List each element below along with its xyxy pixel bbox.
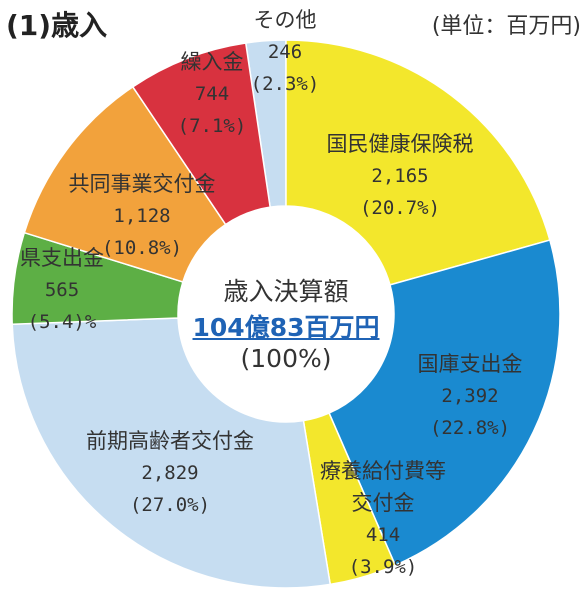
value-label: 744 xyxy=(194,83,230,105)
percent-label: (22.8%) xyxy=(429,417,511,439)
category-label: 療養給付費等交付金 xyxy=(320,459,446,515)
chart-title: (1)歳入 xyxy=(6,9,108,42)
value-label: 2,165 xyxy=(371,165,429,187)
value-label: 2,392 xyxy=(441,385,499,407)
percent-label: (3.9%) xyxy=(348,556,418,578)
center-total: 104億83百万円 xyxy=(192,313,380,342)
segment-label: 国庫支出金 2,392 (22.8%) xyxy=(370,348,570,444)
category-label: 国庫支出金 xyxy=(417,352,523,376)
percent-label: (7.1%) xyxy=(177,115,247,137)
donut-segment xyxy=(328,239,561,567)
category-label: 県支出金 xyxy=(20,246,104,270)
donut-segment xyxy=(11,317,332,589)
segment-label: 療養給付費等交付金 414 (3.9%) xyxy=(313,455,453,583)
percent-label: (2.3%) xyxy=(250,73,320,95)
donut-segment xyxy=(23,85,227,283)
category-label: その他 xyxy=(253,8,317,32)
donut-segment xyxy=(131,42,271,226)
segment-label: 前期高齢者交付金 2,829 (27.0%) xyxy=(40,425,300,521)
category-label: 前期高齢者交付金 xyxy=(86,429,254,453)
segment-label: 繰入金 744 (7.1%) xyxy=(142,46,282,142)
value-label: 1,128 xyxy=(113,205,171,227)
value-label: 565 xyxy=(44,279,80,301)
donut-segment xyxy=(285,39,551,286)
category-label: 共同事業交付金 xyxy=(68,172,216,196)
category-label: 繰入金 xyxy=(180,50,244,74)
value-label: 2,829 xyxy=(141,462,199,484)
value-label: 246 xyxy=(267,41,303,63)
center-title: 歳入決算額 xyxy=(223,277,349,306)
value-label: 414 xyxy=(365,524,401,546)
category-label: 国民健康保険税 xyxy=(326,132,474,156)
segment-label: 国民健康保険税 2,165 (20.7%) xyxy=(280,128,520,224)
segment-label: 県支出金 565 (5.4)% xyxy=(2,242,122,338)
percent-label: (10.8%) xyxy=(101,237,183,259)
segment-label: 共同事業交付金 1,128 (10.8%) xyxy=(32,168,252,264)
percent-label: (20.7%) xyxy=(359,197,441,219)
percent-label: (27.0%) xyxy=(129,494,211,516)
center-percent: (100%) xyxy=(240,344,332,373)
segment-label: その他 246 (2.3%) xyxy=(205,4,365,100)
unit-label: (単位：百万円) xyxy=(431,14,581,39)
percent-label: (5.4)% xyxy=(27,311,97,333)
